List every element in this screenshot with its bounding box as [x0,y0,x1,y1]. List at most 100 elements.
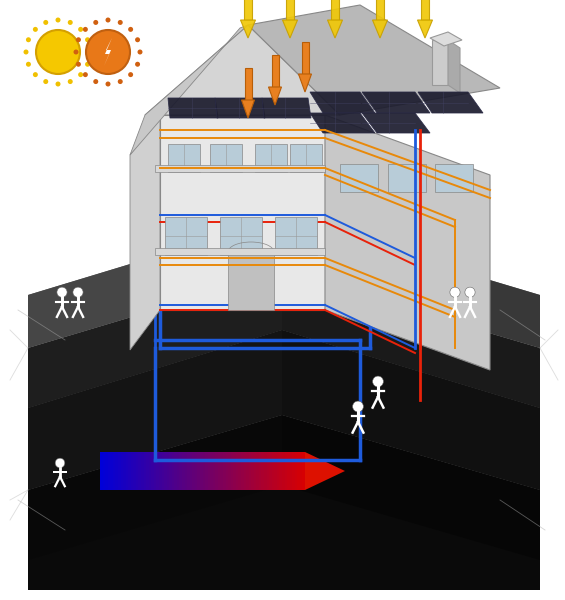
Bar [244,0,252,20]
Polygon shape [149,452,151,490]
Polygon shape [151,452,154,490]
Polygon shape [195,452,197,490]
Circle shape [73,49,79,55]
Circle shape [36,30,80,74]
Polygon shape [145,25,340,115]
Circle shape [86,30,130,74]
Circle shape [83,72,88,77]
Bar [220,217,262,255]
Polygon shape [144,452,146,490]
Polygon shape [282,272,540,408]
Bar [388,164,426,192]
Circle shape [33,72,38,77]
Polygon shape [448,40,460,93]
Polygon shape [282,218,540,348]
Polygon shape [277,452,279,490]
Polygon shape [254,452,257,490]
Polygon shape [298,74,311,92]
Polygon shape [302,452,305,490]
Polygon shape [248,5,500,115]
Polygon shape [100,452,103,490]
Polygon shape [123,452,125,490]
Polygon shape [213,452,215,490]
Circle shape [118,20,123,25]
Polygon shape [28,415,540,590]
Polygon shape [262,452,264,490]
Polygon shape [155,165,325,172]
Polygon shape [325,115,490,370]
Circle shape [26,62,31,67]
Polygon shape [185,452,187,490]
Polygon shape [136,452,138,490]
Circle shape [26,37,31,42]
Polygon shape [202,452,205,490]
Polygon shape [120,452,123,490]
Polygon shape [177,452,180,490]
Circle shape [24,49,28,55]
Polygon shape [131,452,133,490]
Bar [421,0,429,20]
Polygon shape [207,452,210,490]
Polygon shape [215,98,265,118]
Polygon shape [167,452,169,490]
Polygon shape [130,25,248,155]
Polygon shape [113,452,115,490]
Bar [286,0,294,20]
Polygon shape [430,32,462,46]
Polygon shape [295,452,297,490]
Polygon shape [128,452,131,490]
Polygon shape [246,452,249,490]
Polygon shape [257,452,259,490]
Polygon shape [105,452,108,490]
Polygon shape [290,452,292,490]
Circle shape [85,62,90,67]
Polygon shape [262,98,311,118]
Polygon shape [141,452,144,490]
Bar [245,68,251,100]
Polygon shape [282,415,540,560]
Polygon shape [192,452,195,490]
Polygon shape [197,452,200,490]
Polygon shape [164,452,167,490]
Polygon shape [372,20,388,38]
Polygon shape [168,98,218,118]
Polygon shape [310,92,375,113]
Polygon shape [210,452,213,490]
Polygon shape [157,452,159,490]
Polygon shape [282,330,540,490]
Circle shape [73,287,83,298]
Polygon shape [228,452,231,490]
Circle shape [76,62,81,67]
Circle shape [83,27,88,32]
Polygon shape [190,452,192,490]
Polygon shape [297,452,300,490]
Circle shape [128,72,133,77]
Bar [255,144,287,172]
Bar [168,144,200,172]
Polygon shape [418,92,483,113]
Circle shape [44,20,48,25]
Circle shape [78,72,83,77]
Circle shape [372,376,384,387]
Polygon shape [169,452,172,490]
Polygon shape [300,452,302,490]
Polygon shape [269,452,272,490]
Circle shape [68,20,73,25]
Polygon shape [28,218,282,348]
Polygon shape [241,452,244,490]
Polygon shape [223,452,225,490]
Polygon shape [225,452,228,490]
Polygon shape [104,38,112,66]
Polygon shape [259,452,262,490]
Polygon shape [28,218,540,348]
Polygon shape [110,452,113,490]
Polygon shape [279,452,282,490]
Polygon shape [241,100,254,118]
Polygon shape [251,452,254,490]
Polygon shape [264,452,267,490]
Polygon shape [238,452,241,490]
Polygon shape [180,452,182,490]
Polygon shape [133,452,136,490]
Bar [302,42,308,74]
Polygon shape [200,452,202,490]
